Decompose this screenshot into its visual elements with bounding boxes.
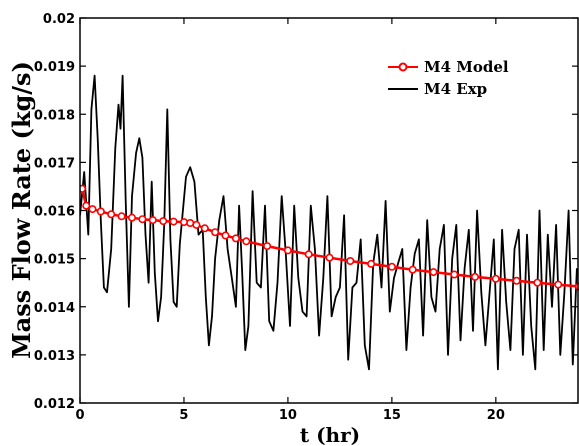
y-tick-label: 0.013 [34, 349, 75, 364]
model-point [283, 246, 292, 255]
model-point [200, 224, 209, 233]
model-point [192, 220, 201, 229]
model-point [470, 272, 479, 281]
x-tick-label: 5 [179, 408, 188, 423]
model-point [211, 228, 220, 237]
model-point [96, 207, 105, 216]
y-tick-label: 0.019 [34, 60, 75, 75]
legend-box [382, 55, 522, 103]
model-point [231, 234, 240, 243]
model-point [159, 217, 168, 226]
y-axis-title: Mass Flow Rate (kg/s) [7, 61, 36, 359]
model-point [242, 237, 251, 246]
legend-model-marker [398, 62, 408, 72]
model-point [138, 215, 147, 224]
model-point [117, 212, 126, 221]
model-point [346, 256, 355, 265]
y-tick-label: 0.017 [34, 156, 75, 171]
plot-layer [80, 74, 579, 371]
model-point [429, 268, 438, 277]
y-tick-label: 0.02 [43, 12, 75, 27]
y-tick-label: 0.014 [34, 301, 75, 316]
model-point [263, 242, 272, 251]
y-tick-label: 0.018 [34, 108, 75, 123]
x-tick-label: 10 [279, 408, 297, 423]
model-point [491, 274, 500, 283]
model-point [107, 210, 116, 219]
legend: M4 Model M4 Exp [382, 55, 522, 103]
model-point [533, 278, 542, 287]
model-point [80, 184, 87, 193]
legend-model-label: M4 Model [424, 58, 509, 76]
axes-layer: 0 5 10 15 20 0.012 0.013 0.014 0.015 0.016 0.017 0.… [34, 12, 579, 423]
y-tick-label: 0.012 [34, 397, 75, 412]
model-point [148, 216, 157, 225]
model-point [408, 265, 417, 274]
series-line-m4-exp [80, 74, 578, 371]
model-point [512, 276, 521, 285]
model-point [128, 213, 137, 222]
model-point [554, 280, 563, 289]
x-axis-title: t (hr) [300, 423, 360, 446]
legend-exp-label: M4 Exp [424, 80, 487, 98]
model-point [304, 250, 313, 259]
y-tick-label: 0.015 [34, 253, 75, 268]
model-point [325, 253, 334, 262]
model-point [169, 217, 178, 226]
model-point [88, 205, 97, 214]
model-point [367, 259, 376, 268]
model-point [387, 262, 396, 271]
x-tick-label: 15 [383, 408, 401, 423]
y-tick-label: 0.016 [34, 205, 75, 220]
model-point [221, 231, 230, 240]
x-tick-label: 20 [487, 408, 505, 423]
model-point [82, 201, 91, 210]
model-point [450, 270, 459, 279]
x-tick-label: 0 [75, 408, 84, 423]
model-point [180, 218, 189, 227]
